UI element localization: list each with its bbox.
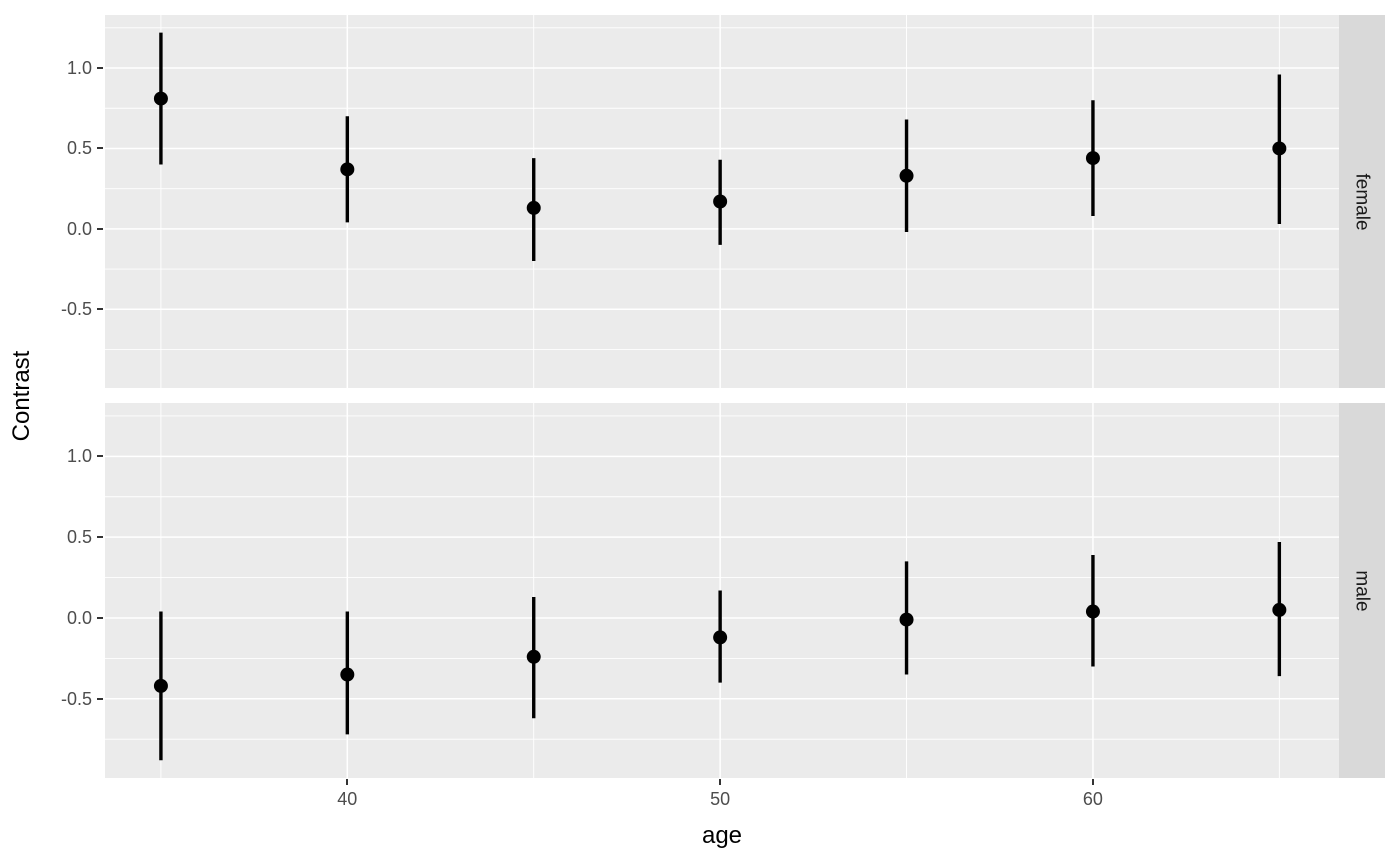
x-tick-label: 60 <box>1082 789 1103 809</box>
x-tick-mark <box>719 779 722 785</box>
data-point <box>899 168 914 183</box>
y-axis-title: Contrast <box>8 350 35 442</box>
panel-male-plot-area <box>105 403 1339 778</box>
y-tick-label: 0.0 <box>66 218 92 239</box>
y-tick-label: 0.5 <box>66 527 92 548</box>
data-point <box>899 612 914 627</box>
data-point <box>1272 141 1287 156</box>
data-point <box>340 162 355 177</box>
y-tick-label: 0.5 <box>66 138 92 159</box>
y-tick-label: 1.0 <box>66 446 92 467</box>
data-point <box>153 91 168 106</box>
y-tick-mark <box>97 616 103 619</box>
data-point <box>526 649 541 664</box>
data-point <box>153 678 168 693</box>
y-tick-mark <box>97 455 103 458</box>
data-point <box>713 630 728 645</box>
panel-male <box>105 403 1339 778</box>
data-point <box>1085 604 1100 619</box>
panel-female <box>105 15 1339 388</box>
y-tick-mark <box>97 308 103 311</box>
facet-strip-male: male <box>1339 403 1385 778</box>
y-tick-label: 1.0 <box>66 58 92 79</box>
y-tick-mark <box>97 536 103 539</box>
y-tick-mark <box>97 147 103 150</box>
data-point <box>340 667 355 682</box>
y-tick-mark <box>97 67 103 70</box>
data-point <box>713 194 728 209</box>
facet-strip-female: female <box>1339 15 1385 388</box>
data-point <box>1085 151 1100 166</box>
facet-strip-label-male: male <box>1352 569 1373 612</box>
data-point <box>1272 602 1287 617</box>
x-tick-mark <box>1091 779 1094 785</box>
x-axis-title: age <box>701 822 743 849</box>
y-tick-mark <box>97 227 103 230</box>
x-tick-label: 40 <box>337 789 358 809</box>
x-tick-label: 50 <box>710 789 731 809</box>
panel-female-plot-area <box>105 15 1339 388</box>
y-tick-label: 0.0 <box>66 607 92 628</box>
facet-strip-label-female: female <box>1352 172 1373 231</box>
y-tick-mark <box>97 697 103 700</box>
x-tick-mark <box>346 779 349 785</box>
y-tick-label: -0.5 <box>60 299 92 320</box>
y-tick-label: -0.5 <box>60 688 92 709</box>
data-point <box>526 200 541 215</box>
